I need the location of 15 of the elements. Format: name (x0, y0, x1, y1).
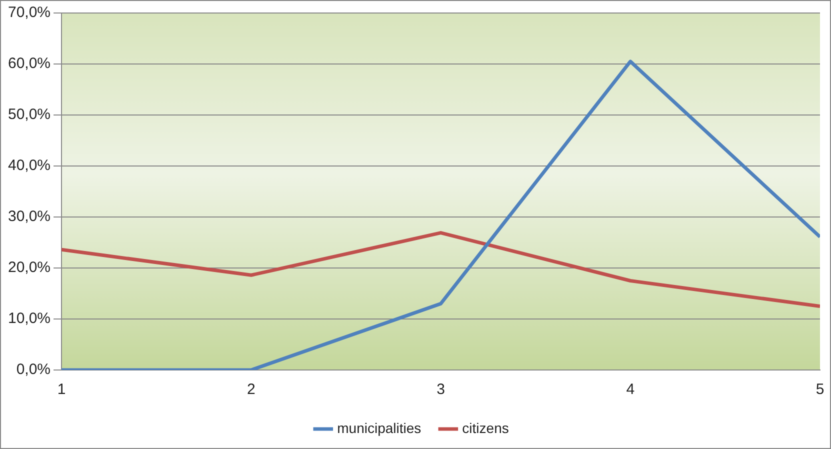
y-tick-label: 30,0% (8, 208, 51, 226)
y-tick-label: 50,0% (8, 106, 51, 124)
y-tick-label: 40,0% (8, 157, 51, 174)
x-tick-label: 4 (626, 381, 635, 398)
legend-label: citizens (462, 420, 509, 436)
y-tick-label: 10,0% (8, 310, 51, 328)
y-tick-label: 20,0% (8, 259, 51, 276)
x-tick-label: 5 (816, 381, 824, 398)
y-tick-label: 60,0% (8, 55, 51, 72)
y-tick-label: 70,0% (8, 4, 51, 22)
x-tick-label: 2 (246, 381, 256, 398)
legend-label: municipalities (337, 420, 422, 436)
x-tick-label: 3 (436, 381, 445, 398)
x-tick-label: 1 (57, 381, 66, 398)
y-tick-label: 0,0% (16, 361, 51, 378)
